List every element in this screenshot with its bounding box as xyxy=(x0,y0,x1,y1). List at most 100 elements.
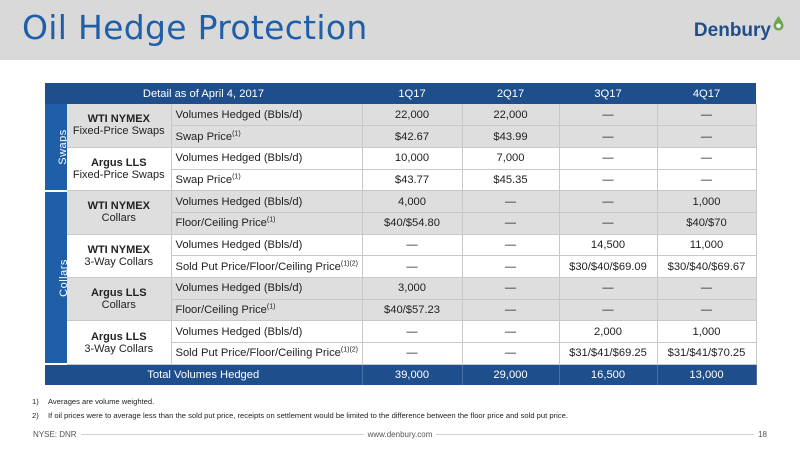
cell-1q17: $42.67 xyxy=(362,125,463,148)
cell-2q17: — xyxy=(462,320,560,344)
footnotes: 1) Averages are volume weighted. 2) If o… xyxy=(32,397,568,425)
cell-2q17: 7,000 xyxy=(462,147,560,170)
cell-3q17: — xyxy=(559,212,658,235)
instrument-cell: WTI NYMEX Fixed-Price Swaps xyxy=(67,104,172,148)
instrument-type: 3-Way Collars xyxy=(84,255,154,268)
table-row: Sold Put Price/Floor/Ceiling Price(1)(2)… xyxy=(45,342,757,365)
cell-3q17: — xyxy=(559,190,658,213)
table-row: Swaps WTI NYMEX Fixed-Price Swaps Volume… xyxy=(45,104,757,192)
instrument-name: Argus LLS xyxy=(90,157,147,170)
instrument-cell: Argus LLS 3-Way Collars xyxy=(67,320,172,365)
cell-2q17: — xyxy=(462,234,560,257)
cell-3q17: — xyxy=(559,125,658,148)
header-band: Oil Hedge Protection Denbury xyxy=(0,0,800,60)
oil-drop-icon xyxy=(773,16,784,36)
header-2q17: 2Q17 xyxy=(462,83,559,104)
row-description: Volumes Hedged (Bbls/d) xyxy=(171,147,363,170)
table-header-row: Detail as of April 4, 2017 1Q17 2Q17 3Q1… xyxy=(45,83,756,104)
hedge-table: Detail as of April 4, 2017 1Q17 2Q17 3Q1… xyxy=(45,83,757,386)
header-1q17: 1Q17 xyxy=(362,83,462,104)
cell-4q17: — xyxy=(657,147,757,170)
footer-url[interactable]: www.denbury.com xyxy=(363,430,437,439)
cell-4q17: — xyxy=(657,299,757,322)
cell-3q17: — xyxy=(559,299,658,322)
instrument-name: Argus LLS xyxy=(90,287,147,300)
table-body: Swaps WTI NYMEX Fixed-Price Swaps Volume… xyxy=(45,104,757,366)
cell-1q17: 10,000 xyxy=(362,147,463,170)
row-description: Sold Put Price/Floor/Ceiling Price(1)(2) xyxy=(171,255,363,278)
cell-2q17: — xyxy=(462,212,560,235)
header-3q17: 3Q17 xyxy=(559,83,657,104)
cell-1q17: — xyxy=(362,342,463,365)
cell-4q17: 1,000 xyxy=(657,320,757,344)
cell-2q17: $45.35 xyxy=(462,169,560,192)
cell-4q17: $31/$41/$70.25 xyxy=(657,342,757,365)
row-description: Swap Price(1) xyxy=(171,125,363,148)
cell-2q17: — xyxy=(462,277,560,300)
cell-1q17: 4,000 xyxy=(362,190,463,213)
total-3q17: 16,500 xyxy=(559,364,658,386)
total-4q17: 13,000 xyxy=(657,364,757,386)
cell-4q17: 1,000 xyxy=(657,190,757,213)
table-row: Floor/Ceiling Price(1) $40/$57.23 — — — xyxy=(45,299,757,322)
cell-3q17: — xyxy=(559,104,658,127)
cell-1q17: $43.77 xyxy=(362,169,463,192)
footnote-text: Averages are volume weighted. xyxy=(48,397,155,406)
row-description: Volumes Hedged (Bbls/d) xyxy=(171,277,363,300)
row-description: Volumes Hedged (Bbls/d) xyxy=(171,104,363,127)
instrument-type: Collars xyxy=(101,212,136,225)
cell-4q17: — xyxy=(657,169,757,192)
cell-4q17: $40/$70 xyxy=(657,212,757,235)
footnote-number: 2) xyxy=(32,411,39,420)
cell-1q17: — xyxy=(362,255,463,278)
cell-1q17: — xyxy=(362,320,463,344)
cell-3q17: 14,500 xyxy=(559,234,658,257)
instrument-cell: Argus LLS Collars xyxy=(67,277,172,322)
cell-3q17: 2,000 xyxy=(559,320,658,344)
instrument-type: 3-Way Collars xyxy=(84,342,154,355)
row-description: Volumes Hedged (Bbls/d) xyxy=(171,320,363,344)
table-row: WTI NYMEX 3-Way Collars Volumes Hedged (… xyxy=(45,234,757,279)
cell-3q17: $30/$40/$69.09 xyxy=(559,255,658,278)
instrument-cell: WTI NYMEX 3-Way Collars xyxy=(67,234,172,279)
cell-2q17: — xyxy=(462,342,560,365)
cell-1q17: $40/$57.23 xyxy=(362,299,463,322)
page-number: 18 xyxy=(754,430,767,439)
table-row: Floor/Ceiling Price(1) $40/$54.80 — — $4… xyxy=(45,212,757,235)
header-4q17: 4Q17 xyxy=(657,83,756,104)
instrument-cell: WTI NYMEX Collars xyxy=(67,190,172,235)
denbury-logo: Denbury xyxy=(694,16,784,42)
row-description: Volumes Hedged (Bbls/d) xyxy=(171,190,363,213)
cell-2q17: $43.99 xyxy=(462,125,560,148)
instrument-type: Collars xyxy=(101,299,136,312)
cell-2q17: — xyxy=(462,299,560,322)
cell-3q17: — xyxy=(559,277,658,300)
table-row: Argus LLS 3-Way Collars Volumes Hedged (… xyxy=(45,320,757,365)
cell-2q17: — xyxy=(462,255,560,278)
row-description: Volumes Hedged (Bbls/d) xyxy=(171,234,363,257)
footnote-number: 1) xyxy=(32,397,39,406)
footnote: 2) If oil prices were to average less th… xyxy=(32,411,568,420)
total-2q17: 29,000 xyxy=(462,364,560,386)
table-row: Argus LLS Fixed-Price Swaps Volumes Hedg… xyxy=(45,147,757,192)
footer-ticker: NYSE: DNR xyxy=(33,430,81,439)
instrument-type: Fixed-Price Swaps xyxy=(72,125,165,138)
footnote-text: If oil prices were to average less than … xyxy=(48,411,568,420)
row-description: Sold Put Price/Floor/Ceiling Price(1)(2) xyxy=(171,342,363,365)
instrument-name: WTI NYMEX xyxy=(87,200,150,213)
total-row: Total Volumes Hedged 39,000 29,000 16,50… xyxy=(45,364,757,386)
table-row: Argus LLS Collars Volumes Hedged (Bbls/d… xyxy=(45,277,757,322)
cell-1q17: 3,000 xyxy=(362,277,463,300)
cell-2q17: — xyxy=(462,190,560,213)
cell-3q17: — xyxy=(559,169,658,192)
instrument-type: Fixed-Price Swaps xyxy=(72,169,165,182)
cell-3q17: — xyxy=(559,147,658,170)
cell-4q17: $30/$40/$69.67 xyxy=(657,255,757,278)
hedge-table-container: Detail as of April 4, 2017 1Q17 2Q17 3Q1… xyxy=(45,83,757,386)
row-description: Floor/Ceiling Price(1) xyxy=(171,299,363,322)
cell-4q17: — xyxy=(657,125,757,148)
table-row: Collars WTI NYMEX Collars Volumes Hedged… xyxy=(45,190,757,366)
row-description: Swap Price(1) xyxy=(171,169,363,192)
cell-2q17: 22,000 xyxy=(462,104,560,127)
row-description: Floor/Ceiling Price(1) xyxy=(171,212,363,235)
